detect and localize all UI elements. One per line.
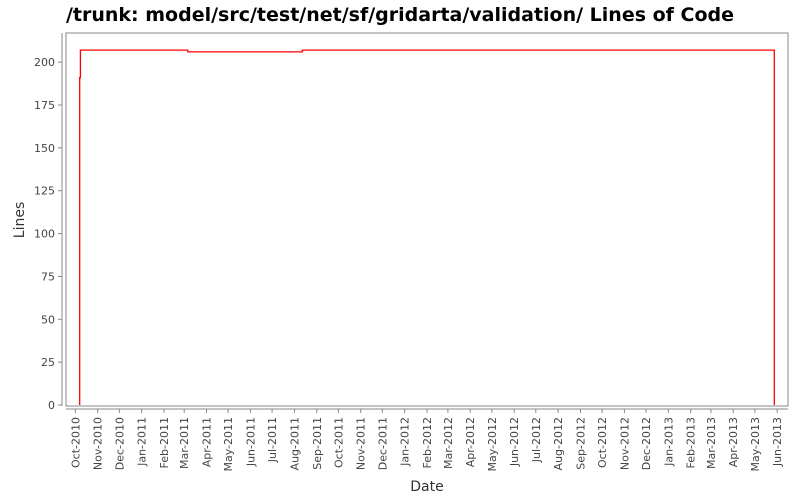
x-tick-label: Jan-2012 <box>399 417 412 467</box>
x-tick-label: May-2012 <box>486 417 499 472</box>
chart-title: /trunk: model/src/test/net/sf/gridarta/v… <box>66 4 734 26</box>
x-axis-label: Date <box>410 479 443 495</box>
x-tick-label: Dec-2010 <box>113 417 126 470</box>
y-tick-label: 200 <box>34 56 55 69</box>
y-tick-label: 175 <box>34 99 55 112</box>
x-tick-label: Mar-2012 <box>442 417 455 469</box>
x-tick-label: Nov-2010 <box>92 417 105 470</box>
x-tick-label: May-2013 <box>749 417 762 472</box>
x-tick-label: Oct-2012 <box>596 417 609 468</box>
x-tick-label: Jun-2013 <box>771 417 784 467</box>
y-tick-label: 100 <box>34 228 55 241</box>
y-tick-label: 25 <box>41 356 55 369</box>
x-tick-label: Jun-2012 <box>508 417 521 467</box>
x-tick-label: Jul-2012 <box>530 417 543 463</box>
x-tick-label: May-2011 <box>222 417 235 472</box>
x-tick-label: Nov-2011 <box>355 417 368 470</box>
x-tick-label: Apr-2012 <box>464 417 477 467</box>
x-tick-label: Oct-2011 <box>332 417 345 468</box>
x-tick-label: Jan-2011 <box>136 417 149 467</box>
x-tick-label: Dec-2011 <box>376 417 389 470</box>
x-tick-label: Mar-2013 <box>705 417 718 469</box>
x-tick-label: Feb-2013 <box>685 417 698 468</box>
y-tick-label: 50 <box>41 313 55 326</box>
x-tick-label: Jul-2011 <box>266 417 279 463</box>
x-tick-label: Jan-2013 <box>662 417 675 467</box>
x-tick-label: Jun-2011 <box>244 417 257 467</box>
x-tick-label: Apr-2011 <box>201 417 214 467</box>
plot-area <box>65 32 789 407</box>
y-tick-label: 150 <box>34 142 55 155</box>
x-tick-label: Mar-2011 <box>178 417 191 469</box>
x-tick-label: Feb-2012 <box>421 417 434 468</box>
y-tick-label: 0 <box>48 399 55 412</box>
series-line <box>79 49 775 405</box>
x-tick-label: Aug-2012 <box>552 417 565 470</box>
x-tick-label: Sep-2012 <box>574 417 587 470</box>
x-tick-label: Dec-2012 <box>640 417 653 470</box>
x-tick-label: Aug-2011 <box>288 417 301 470</box>
x-tick-label: Sep-2011 <box>311 417 324 470</box>
x-tick-label: Apr-2013 <box>727 417 740 467</box>
x-tick-label: Nov-2012 <box>618 417 631 470</box>
x-tick-label: Feb-2011 <box>158 417 171 468</box>
y-axis-label: Lines <box>12 202 28 238</box>
y-tick-label: 75 <box>41 270 55 283</box>
y-tick-label: 125 <box>34 185 55 198</box>
x-tick-label: Oct-2010 <box>69 417 82 468</box>
